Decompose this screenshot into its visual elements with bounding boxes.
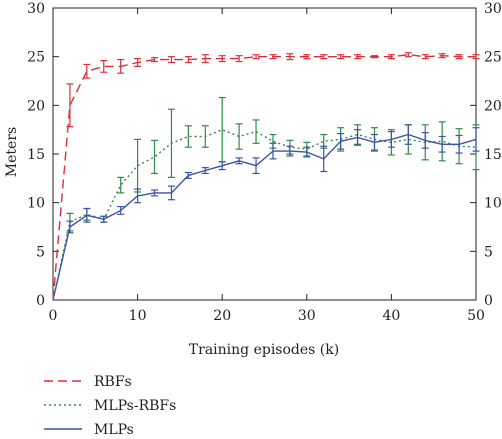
x-tick-label-1: 10 xyxy=(129,308,147,324)
series-line-rbfs xyxy=(52,54,476,301)
error-bar-rbfs-16 xyxy=(320,54,328,60)
y-tick-label-right-3: 15 xyxy=(484,147,502,163)
error-bar-rbfs-9 xyxy=(201,54,209,64)
error-bar-mlps-rbfs-10 xyxy=(218,96,226,163)
plot-frame xyxy=(52,7,477,301)
error-bar-mlps-7 xyxy=(167,185,175,201)
error-bar-rbfs-17 xyxy=(337,54,345,60)
error-bar-mlps-8 xyxy=(184,171,192,179)
error-bar-mlps-rbfs-7 xyxy=(167,108,175,178)
y-axis-label: Meters xyxy=(4,127,20,177)
error-bar-rbfs-19 xyxy=(370,55,378,59)
error-bar-rbfs-1 xyxy=(66,83,74,128)
error-bar-mlps-13 xyxy=(269,142,277,160)
error-bar-rbfs-8 xyxy=(184,56,192,64)
legend-label-mlps-rbfs: MLPs-RBFs xyxy=(94,398,176,414)
series-rbfs xyxy=(52,52,480,301)
error-bar-mlps-20 xyxy=(387,131,395,148)
error-bar-rbfs-21 xyxy=(404,52,412,58)
y-tick-label-left-0: 0 xyxy=(36,293,45,309)
legend-item-mlps: MLPs xyxy=(44,422,134,438)
error-bar-mlps-10 xyxy=(218,161,226,171)
y-tick-label-left-2: 10 xyxy=(27,196,45,212)
legend-label-mlps: MLPs xyxy=(94,422,134,438)
error-bar-rbfs-25 xyxy=(472,54,480,60)
legend: RBFs MLPs-RBFs MLPs xyxy=(44,374,176,438)
error-bar-mlps-23 xyxy=(438,135,446,153)
error-bar-rbfs-18 xyxy=(354,54,362,60)
error-bar-mlps-rbfs-8 xyxy=(184,125,192,148)
error-bar-mlps-14 xyxy=(286,145,294,157)
error-bar-mlps-2 xyxy=(83,207,91,223)
y-tick-label-right-6: 30 xyxy=(484,1,502,17)
x-tick-label-3: 30 xyxy=(298,308,316,324)
series-mlps-rbfs xyxy=(52,96,480,301)
error-bar-mlps-1 xyxy=(66,220,74,234)
series-line-mlps xyxy=(52,133,477,301)
error-bar-mlps-9 xyxy=(201,167,209,175)
error-bar-mlps-17 xyxy=(337,132,345,150)
error-bar-rbfs-11 xyxy=(235,55,243,63)
series-line-mlps-rbfs xyxy=(52,128,477,301)
error-bar-mlps-15 xyxy=(303,146,311,158)
error-bar-mlps-19 xyxy=(370,133,378,151)
error-bar-rbfs-5 xyxy=(134,58,142,68)
series-layer xyxy=(52,52,480,301)
x-tick-label-0: 0 xyxy=(49,308,58,324)
error-bar-mlps-rbfs-9 xyxy=(201,125,209,148)
legend-item-mlps-rbfs: MLPs-RBFs xyxy=(44,398,176,414)
error-bar-rbfs-6 xyxy=(151,57,159,63)
error-bar-mlps-25 xyxy=(472,127,480,152)
legend-item-rbfs: RBFs xyxy=(44,374,132,390)
error-bar-rbfs-14 xyxy=(286,53,294,61)
x-tick-label-5: 50 xyxy=(467,308,485,324)
error-bar-rbfs-22 xyxy=(421,54,429,60)
legend-label-rbfs: RBFs xyxy=(94,374,132,390)
plot-border xyxy=(52,7,477,301)
error-bar-mlps-21 xyxy=(404,124,412,145)
error-bar-mlps-rbfs-4 xyxy=(117,176,125,194)
x-tick-label-2: 20 xyxy=(213,308,231,324)
error-bar-rbfs-23 xyxy=(438,53,446,59)
error-bar-mlps-rbfs-12 xyxy=(252,119,260,144)
y-tick-label-left-4: 20 xyxy=(27,98,45,114)
y-tick-label-right-5: 25 xyxy=(484,50,502,66)
x-axis-label: Training episodes (k) xyxy=(189,342,339,358)
y-tick-label-right-1: 5 xyxy=(484,244,493,260)
y-tick-label-left-1: 5 xyxy=(36,244,45,260)
error-bar-rbfs-12 xyxy=(252,54,260,60)
y-tick-label-left-6: 30 xyxy=(27,1,45,17)
x-tick-label-4: 40 xyxy=(382,308,400,324)
error-bar-mlps-3 xyxy=(100,215,108,223)
error-bar-rbfs-10 xyxy=(218,55,226,63)
error-bar-mlps-22 xyxy=(421,131,429,149)
error-bar-rbfs-20 xyxy=(387,54,395,60)
y-tick-label-left-3: 15 xyxy=(27,147,45,163)
error-bar-mlps-24 xyxy=(455,134,463,154)
error-bar-mlps-16 xyxy=(320,145,328,173)
error-bar-rbfs-13 xyxy=(269,54,277,60)
error-bar-rbfs-24 xyxy=(455,54,463,60)
y-tick-label-right-4: 20 xyxy=(484,98,502,114)
y-tick-label-right-2: 10 xyxy=(484,196,502,212)
error-bar-mlps-rbfs-5 xyxy=(134,138,142,193)
error-bar-mlps-rbfs-11 xyxy=(235,123,243,150)
error-bar-mlps-12 xyxy=(252,157,260,175)
error-bar-rbfs-3 xyxy=(100,59,108,73)
error-bar-mlps-6 xyxy=(151,189,159,197)
error-bar-mlps-4 xyxy=(117,205,125,215)
y-tick-label-left-5: 25 xyxy=(27,50,45,66)
error-bar-mlps-11 xyxy=(235,157,243,165)
y-tick-label-right-0: 0 xyxy=(484,293,493,309)
error-bar-mlps-5 xyxy=(134,188,142,204)
error-bar-rbfs-15 xyxy=(303,54,311,60)
error-bar-rbfs-4 xyxy=(117,58,125,74)
error-bar-mlps-rbfs-6 xyxy=(151,139,159,175)
error-bar-mlps-18 xyxy=(354,129,362,146)
error-bar-rbfs-2 xyxy=(83,63,91,79)
error-bar-rbfs-7 xyxy=(167,56,175,64)
series-mlps xyxy=(52,124,480,301)
